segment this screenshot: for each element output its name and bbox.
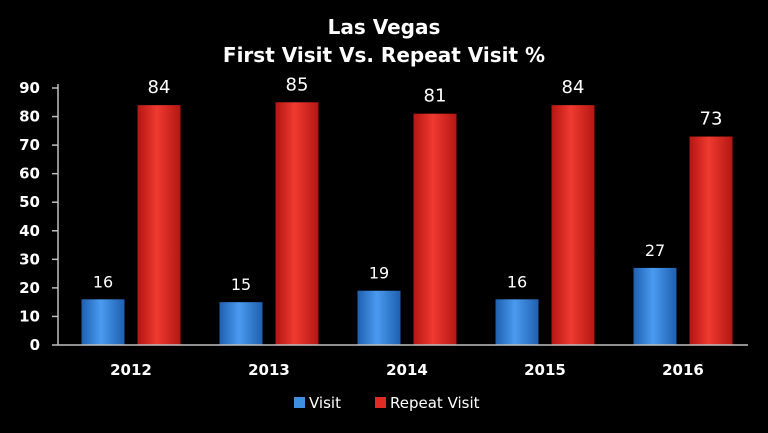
legend-swatch: [294, 397, 305, 408]
legend-label: Repeat Visit: [390, 394, 480, 412]
bar-repeat-visit: [137, 105, 181, 345]
legend-swatch: [375, 397, 386, 408]
bar-repeat-visit: [551, 105, 595, 345]
x-tick-label: 2012: [110, 361, 152, 379]
bar-visit: [495, 299, 539, 345]
x-axis: 2012 2013 2014 2015 2016: [58, 344, 748, 379]
data-label: 19: [369, 264, 389, 283]
y-tick-label: 10: [19, 307, 40, 325]
legend-label: Visit: [309, 394, 341, 412]
y-tick-label: 50: [19, 193, 40, 211]
y-axis: 0 10 20 30 40 50 60 70 80 90: [19, 79, 59, 354]
data-label: 84: [148, 77, 171, 98]
data-label: 81: [424, 86, 447, 107]
bar-visit: [219, 302, 263, 345]
bar-repeat-visit: [689, 136, 733, 345]
y-tick-label: 80: [19, 108, 40, 126]
y-tick-label: 90: [19, 79, 40, 97]
data-label: 16: [507, 272, 527, 291]
bar-repeat-visit: [275, 102, 319, 346]
bars: 16 84 15 85 19 81 16 84 27 73: [81, 74, 733, 346]
y-tick-label: 70: [19, 136, 40, 154]
y-tick-label: 30: [19, 250, 40, 268]
x-tick-label: 2014: [386, 361, 428, 379]
y-tick-label: 40: [19, 222, 40, 240]
data-label: 16: [93, 272, 113, 291]
data-label: 15: [231, 275, 251, 294]
bar-repeat-visit: [413, 113, 457, 345]
x-tick-label: 2016: [662, 361, 704, 379]
y-tick-label: 60: [19, 165, 40, 183]
x-tick-label: 2015: [524, 361, 566, 379]
x-tick-label: 2013: [248, 361, 290, 379]
chart-subtitle: First Visit Vs. Repeat Visit %: [223, 43, 545, 67]
y-tick-label: 0: [30, 336, 40, 354]
y-tick-label: 20: [19, 279, 40, 297]
bar-visit: [357, 290, 401, 345]
data-label: 84: [562, 77, 585, 98]
data-label: 85: [286, 74, 309, 95]
data-label: 73: [700, 109, 723, 130]
chart-title: Las Vegas: [328, 15, 441, 39]
legend: Visit Repeat Visit: [294, 394, 480, 412]
bar-visit: [633, 267, 677, 345]
data-label: 27: [645, 241, 665, 260]
bar-visit: [81, 299, 125, 345]
